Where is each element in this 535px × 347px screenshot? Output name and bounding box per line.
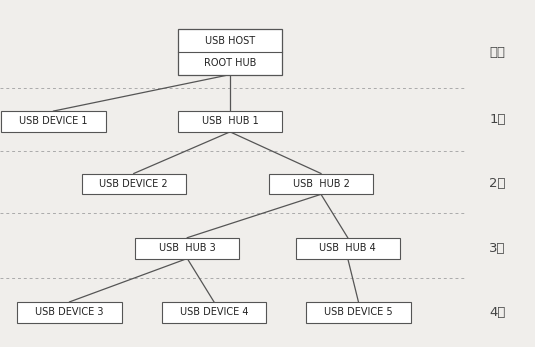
Text: USB DEVICE 5: USB DEVICE 5: [324, 307, 393, 317]
FancyBboxPatch shape: [178, 111, 282, 132]
FancyBboxPatch shape: [17, 302, 122, 323]
Text: ROOT HUB: ROOT HUB: [204, 58, 256, 68]
Text: 根层: 根层: [490, 45, 506, 59]
FancyBboxPatch shape: [162, 302, 266, 323]
FancyBboxPatch shape: [135, 238, 239, 259]
Text: USB  HUB 4: USB HUB 4: [319, 243, 376, 253]
FancyBboxPatch shape: [178, 29, 282, 75]
FancyBboxPatch shape: [269, 174, 373, 194]
Text: 2层: 2层: [490, 177, 506, 191]
Text: USB DEVICE 4: USB DEVICE 4: [180, 307, 248, 317]
Text: USB DEVICE 1: USB DEVICE 1: [19, 117, 88, 126]
Text: USB HOST: USB HOST: [205, 36, 255, 46]
Text: 4层: 4层: [490, 306, 506, 319]
FancyBboxPatch shape: [81, 174, 186, 194]
Text: USB  HUB 3: USB HUB 3: [159, 243, 216, 253]
Text: USB  HUB 2: USB HUB 2: [293, 179, 349, 189]
Text: 1层: 1层: [490, 113, 506, 126]
FancyBboxPatch shape: [295, 238, 400, 259]
FancyBboxPatch shape: [2, 111, 106, 132]
Text: 3层: 3层: [490, 242, 506, 255]
Text: USB DEVICE 2: USB DEVICE 2: [100, 179, 168, 189]
Text: USB  HUB 1: USB HUB 1: [202, 117, 258, 126]
Text: USB DEVICE 3: USB DEVICE 3: [35, 307, 104, 317]
FancyBboxPatch shape: [307, 302, 411, 323]
